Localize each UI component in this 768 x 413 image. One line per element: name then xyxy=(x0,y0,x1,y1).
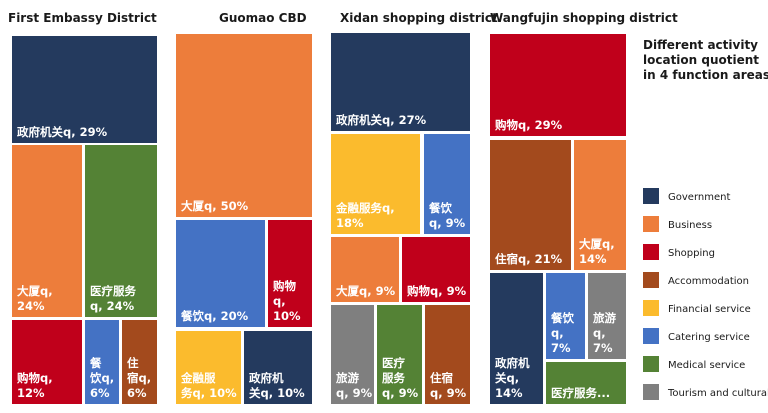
treemap-cell xyxy=(268,220,312,327)
treemap-cell xyxy=(85,145,157,317)
treemap-cell xyxy=(588,273,626,359)
treemap-cell xyxy=(331,33,470,131)
legend-label: Government xyxy=(668,192,730,203)
treemap-cell xyxy=(490,273,543,404)
cell-label: 旅游 q, 7% xyxy=(593,311,616,355)
treemap-cell xyxy=(12,320,82,404)
legend-swatch xyxy=(643,188,659,204)
legend-item: Financial service xyxy=(643,300,751,316)
legend-swatch xyxy=(643,384,659,400)
legend-label: Accommodation xyxy=(668,276,749,287)
cell-label: 餐饮q, 20% xyxy=(180,309,249,323)
legend-swatch xyxy=(643,328,659,344)
legend-item: Accommodation xyxy=(643,272,749,288)
legend-item: Medical service xyxy=(643,356,745,372)
cell-label: 政府机关q, 27% xyxy=(336,113,427,127)
cell-label: 金融服务q, 18% xyxy=(335,201,395,230)
treemap-cell xyxy=(176,220,265,327)
cell-label: 餐饮 q, 7% xyxy=(550,311,574,355)
treemap-cell xyxy=(490,34,626,136)
cell-label: 政府机关q, 14% xyxy=(495,356,530,400)
cell-label: 金融服务q, 10% xyxy=(180,371,237,400)
treemap-panels: First Embassy District 政府机关q, 29% 大厦q, 24% 医… xyxy=(8,11,678,404)
chart-title: Different activity location quotient in 4 … xyxy=(643,38,768,82)
treemap-cell xyxy=(574,140,626,270)
treemap-cell xyxy=(546,273,585,359)
cell-label: 大厦q, 24% xyxy=(17,284,53,313)
treemap-panel: Guomao CBD 大厦q, 50% 餐饮q, 20% 购物 q, 10% 金融服务q, … xyxy=(176,11,312,404)
treemap-panel: Wangfujin shopping district 购物q, 29% 住宿q, … xyxy=(490,11,678,404)
treemap-cell xyxy=(122,320,157,404)
legend-label: Medical service xyxy=(668,360,745,371)
legend-swatch xyxy=(643,356,659,372)
legend-item: Catering service xyxy=(643,328,750,344)
cell-label: 政府机关q, 10% xyxy=(249,371,305,400)
treemap-cell xyxy=(546,362,626,404)
legend-item: Business xyxy=(643,216,712,232)
legend-label: Tourism and cultural xyxy=(667,388,768,399)
treemap-cell xyxy=(12,145,82,317)
cell-label: 购物q, 12% xyxy=(17,371,53,400)
cell-label: 大厦q, 9% xyxy=(336,284,396,298)
treemap-panel: Xidan shopping district 政府机关q, 27% 金融服务q, 1… xyxy=(331,11,498,404)
cell-label: 购物q, 9% xyxy=(407,284,467,298)
panel-title: Xidan shopping district xyxy=(340,11,498,25)
legend-item: Tourism and cultural xyxy=(643,384,768,400)
cell-label: 医疗服务 q, 24% xyxy=(90,284,136,313)
legend-label: Financial service xyxy=(668,304,751,315)
treemap-cell xyxy=(176,331,241,404)
cell-label: 医疗服务 q, 9% xyxy=(382,356,419,400)
cell-label: 餐饮q, 6% xyxy=(89,356,114,400)
legend-swatch xyxy=(643,216,659,232)
legend-item: Government xyxy=(643,188,730,204)
cell-label: 大厦q, 14% xyxy=(579,237,615,266)
treemap-cell xyxy=(331,237,399,302)
cell-label: 购物 q, 10% xyxy=(273,279,301,323)
panel-title: Wangfujin shopping district xyxy=(490,11,678,25)
treemap-cell xyxy=(12,36,157,143)
cell-label: 住宿 q, 9% xyxy=(430,371,467,400)
panel-title: First Embassy District xyxy=(8,11,157,25)
cell-label: 政府机关q, 29% xyxy=(17,125,108,139)
legend-swatch xyxy=(643,300,659,316)
treemap-cell xyxy=(425,305,470,404)
treemap-cell xyxy=(331,134,420,234)
legend-label: Business xyxy=(668,220,712,231)
panel-title: Guomao CBD xyxy=(219,11,307,25)
treemap-panel: First Embassy District 政府机关q, 29% 大厦q, 24% 医… xyxy=(8,11,157,404)
legend-swatch xyxy=(643,272,659,288)
legend: Government Business Shopping Accommodation F… xyxy=(643,188,768,400)
treemap-cell xyxy=(331,305,374,404)
treemap-cell xyxy=(377,305,422,404)
treemap-cell xyxy=(424,134,470,234)
legend-label: Shopping xyxy=(668,248,715,259)
legend-label: Catering service xyxy=(668,332,750,343)
treemap-cell xyxy=(85,320,119,404)
cell-label: 购物q, 29% xyxy=(495,118,563,132)
cell-label: 餐饮 q, 9% xyxy=(428,201,466,230)
legend-item: Shopping xyxy=(643,244,715,260)
cell-label: 旅游 q, 9% xyxy=(336,371,373,400)
treemap-cell xyxy=(244,331,312,404)
cell-label: 住宿q, 21% xyxy=(495,252,563,266)
cell-label: 大厦q, 50% xyxy=(181,199,249,213)
cell-label: 医疗服务... xyxy=(551,386,610,400)
treemap-cell xyxy=(402,237,470,302)
treemap-cell xyxy=(490,140,571,270)
cell-label: 住宿q, 6% xyxy=(127,356,151,400)
legend-swatch xyxy=(643,244,659,260)
treemap-cell xyxy=(176,34,312,217)
